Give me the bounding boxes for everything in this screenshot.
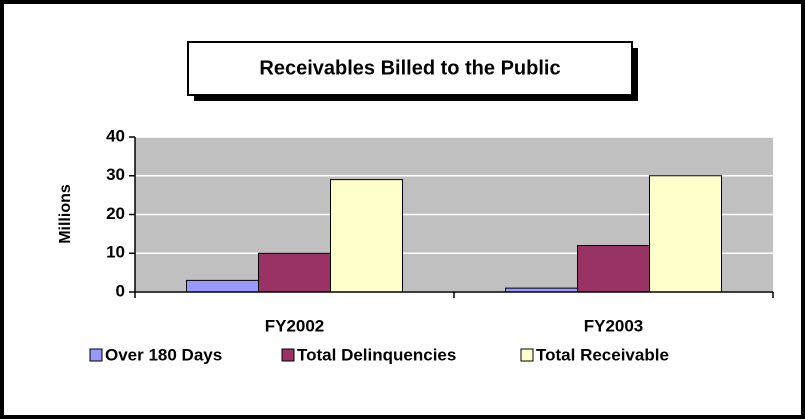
x-tick-label: FY2003 [584,316,644,335]
x-tick-label: FY2002 [265,316,325,335]
legend-label: Total Delinquencies [297,345,456,364]
y-tick-label: 30 [106,165,125,184]
bar [577,245,650,293]
bar [330,179,403,293]
legend-swatch [89,348,103,362]
y-tick-label: 0 [116,281,125,300]
legend-swatch [281,348,295,362]
y-tick-label: 40 [106,126,125,145]
bar [258,252,331,293]
chart-title: Receivables Billed to the Public [259,57,560,79]
bar [649,175,722,293]
title-box [187,41,633,96]
y-axis-label: Millions [57,184,74,244]
legend-swatch [520,348,534,362]
bar [186,279,259,293]
y-tick-label: 20 [106,204,125,223]
legend-label: Over 180 Days [105,345,222,364]
y-tick-label: 10 [106,243,125,262]
legend-label: Total Receivable [536,345,669,364]
